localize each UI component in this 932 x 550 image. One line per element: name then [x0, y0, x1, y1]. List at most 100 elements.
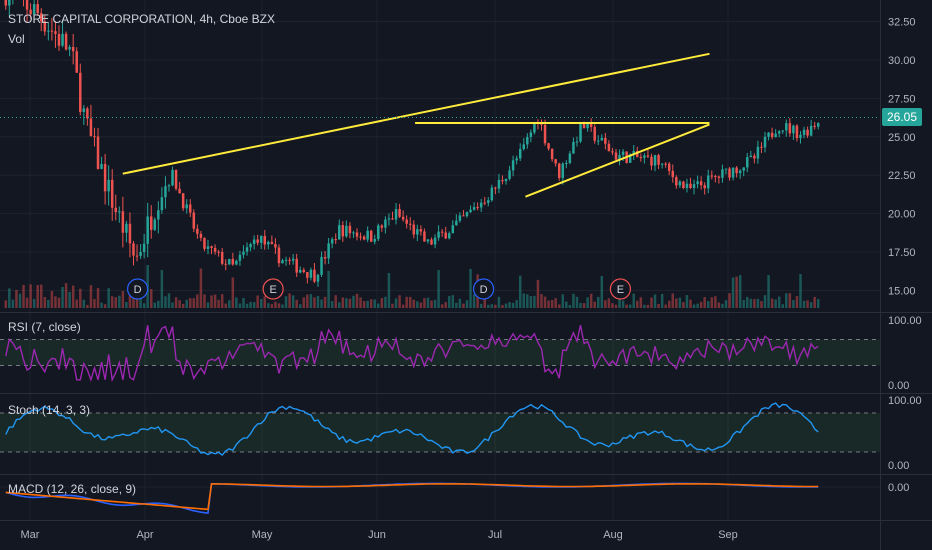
candle-body	[781, 130, 784, 132]
volume-bar	[763, 295, 767, 308]
volume-bar	[717, 302, 721, 308]
volume-bar	[128, 294, 132, 308]
stoch-tick-label: 0.00	[888, 460, 909, 472]
price-tick-label: 30.00	[888, 55, 916, 67]
volume-bar	[799, 274, 802, 308]
volume-bar	[565, 301, 568, 308]
volume-bar	[586, 297, 589, 308]
candle-body	[518, 149, 522, 159]
volume-bar	[267, 303, 270, 308]
candle-body	[284, 259, 288, 261]
candle-body	[600, 137, 604, 141]
volume-bar	[721, 303, 724, 308]
volume-bar	[643, 304, 646, 308]
volume-bar	[526, 294, 529, 308]
volume-bar	[4, 300, 8, 308]
volume-bar	[235, 297, 238, 308]
volume-bar	[352, 295, 355, 308]
candle-body	[565, 163, 568, 165]
candle-body	[249, 244, 252, 248]
volume-bar	[671, 293, 675, 308]
volume-bar	[22, 284, 25, 308]
candle-body	[557, 163, 561, 179]
candle-body	[809, 125, 813, 136]
candle-body	[171, 169, 174, 186]
volume-bar	[270, 304, 274, 308]
time-tick-label: Aug	[603, 529, 623, 541]
volume-bar	[242, 297, 245, 308]
candle-body	[738, 170, 742, 174]
candle-body	[593, 126, 596, 141]
volume-bar	[373, 299, 376, 308]
candle-body	[167, 185, 171, 187]
candle-body	[437, 231, 440, 238]
volume-bar	[572, 293, 575, 308]
candle-body	[614, 152, 618, 160]
candle-body	[728, 168, 731, 178]
candle-body	[36, 4, 39, 14]
rsi-pane	[0, 325, 880, 383]
time-axis[interactable]: Mar Apr May Jun Jul Aug Sep	[21, 529, 738, 541]
candle-body	[224, 263, 227, 265]
volume-bar	[692, 304, 696, 308]
candle-body	[217, 251, 220, 253]
current-price-tag: 26.05	[882, 108, 922, 126]
volume-bar	[8, 288, 11, 308]
candle-body	[547, 143, 550, 149]
volume-bar	[330, 301, 334, 308]
trendlines[interactable]	[122, 52, 710, 198]
volume-bar	[735, 276, 738, 308]
candle-body	[682, 181, 685, 189]
candle-body	[132, 243, 135, 256]
volume-bar	[653, 294, 657, 308]
volume-bar	[284, 296, 288, 308]
candle-body	[721, 169, 724, 178]
volume-bar	[770, 298, 774, 308]
volume-bar	[206, 302, 210, 308]
candle-body	[806, 129, 809, 136]
candle-body	[309, 269, 313, 278]
rsi-band	[0, 339, 880, 366]
price-axis[interactable]: 32.50 30.00 27.50 25.00 22.50 20.00 17.50 15.00…	[888, 17, 922, 494]
volume-bar	[529, 296, 533, 308]
volume-bar	[597, 296, 600, 308]
candle-body	[657, 155, 660, 165]
candle-body	[508, 170, 511, 179]
candle-body	[667, 163, 671, 171]
macd-tick-label: 0.00	[888, 482, 909, 494]
price-tick-label: 15.00	[888, 285, 916, 297]
candle-body	[675, 177, 678, 186]
candle-body	[813, 125, 816, 127]
candle-body	[96, 136, 100, 169]
candle-body	[139, 251, 142, 256]
volume-bar	[132, 293, 135, 308]
volume-bar	[579, 303, 582, 308]
volume-bar	[345, 298, 348, 308]
volume-bar	[614, 304, 618, 308]
volume-bar	[362, 300, 366, 308]
volume-bar	[501, 304, 504, 308]
candle-body	[554, 159, 557, 164]
volume-bar	[11, 299, 15, 308]
volume-bar	[47, 299, 50, 308]
candle-body	[299, 269, 302, 273]
candle-body	[568, 153, 572, 164]
volume-bar	[607, 298, 611, 308]
volume-bar	[802, 300, 806, 308]
candle-body	[579, 122, 582, 142]
candle-body	[79, 72, 82, 112]
macd-pane	[0, 482, 880, 514]
candle-body	[259, 235, 263, 243]
volume-bar	[259, 298, 263, 308]
volume-bar	[387, 273, 391, 308]
candle-body	[252, 239, 256, 245]
stoch-line	[5, 402, 819, 457]
candle-body	[316, 274, 320, 282]
volume-bar	[433, 299, 437, 308]
candle-body	[206, 246, 210, 249]
volume-bar	[306, 294, 309, 308]
rsi-line	[5, 325, 819, 383]
volume-bar	[125, 302, 128, 308]
